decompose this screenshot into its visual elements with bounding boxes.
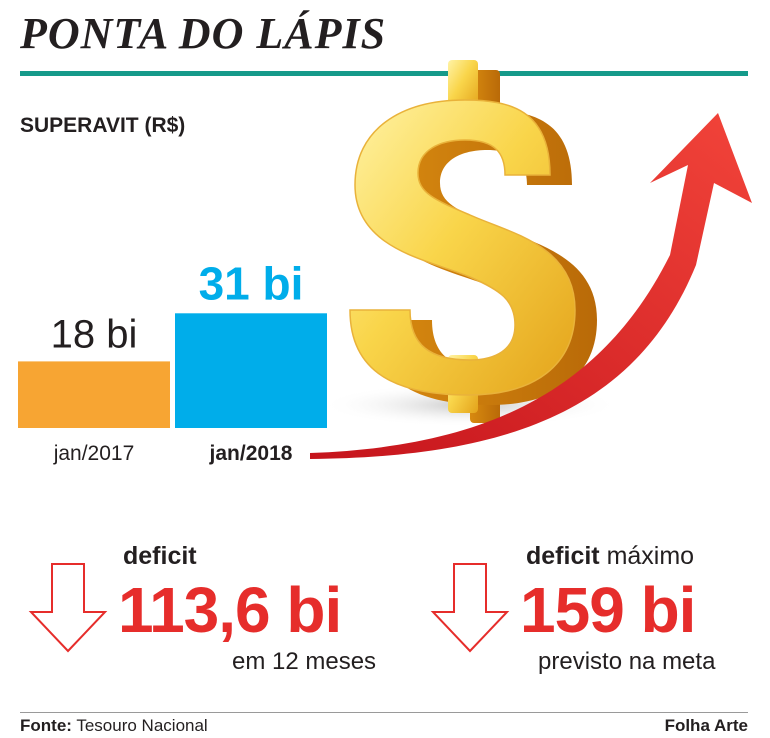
- dollar-sign-with-rising-arrow-icon: [310, 60, 752, 459]
- deficit-12m-note: em 12 meses: [232, 648, 377, 675]
- page-title: PONTA DO LÁPIS: [20, 9, 387, 58]
- deficit-12m-value: 113,6 bi: [118, 574, 342, 646]
- category-label-jan-2018: jan/2018: [209, 442, 293, 465]
- bar-jan-2017: [18, 361, 170, 428]
- source-value: Tesouro Nacional: [71, 716, 208, 735]
- footer-divider: [20, 712, 748, 713]
- deficit-12m-label-bold: deficit: [123, 542, 197, 570]
- deficit-max-note: previsto na meta: [538, 648, 716, 675]
- header-divider: [20, 71, 748, 76]
- down-arrow-icon: [430, 563, 510, 653]
- deficit-max-label-rest: máximo: [599, 542, 695, 570]
- source-label: Fonte:: [20, 716, 72, 735]
- deficit-max-label-bold: deficit: [526, 542, 600, 570]
- bar-jan-2018: [175, 313, 327, 428]
- down-arrow-icon: [28, 563, 108, 653]
- section-label: SUPERAVIT (R$): [20, 114, 186, 137]
- author-credit: Folha Arte: [664, 716, 748, 735]
- superavit-bar-chart: 18 bi jan/2017 31 bi jan/2018: [18, 257, 327, 465]
- deficit-max-label: deficit máximo: [526, 542, 694, 571]
- source-credit: Fonte: Tesouro Nacional: [20, 716, 208, 736]
- value-label-jan-2018: 31 bi: [199, 257, 304, 309]
- deficit-max-value: 159 bi: [520, 574, 696, 646]
- value-label-jan-2017: 18 bi: [51, 312, 138, 356]
- deficit-12m-label: deficit: [123, 542, 197, 571]
- category-label-jan-2017: jan/2017: [53, 442, 135, 465]
